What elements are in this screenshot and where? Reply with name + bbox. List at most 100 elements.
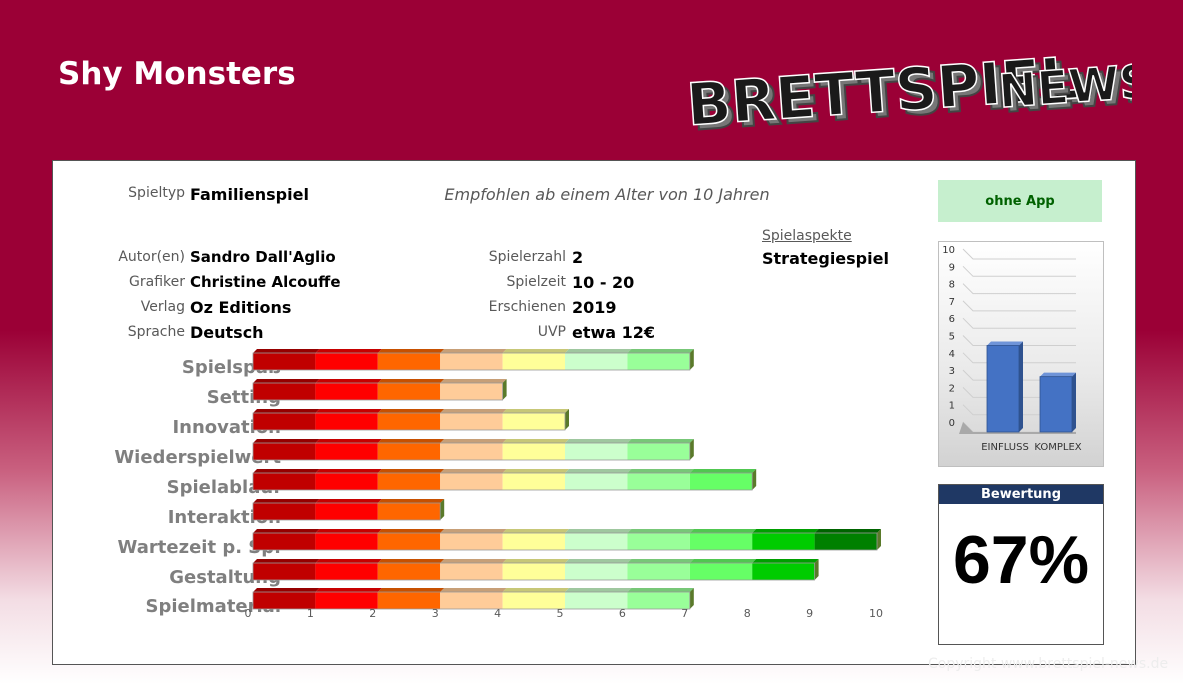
rating-segment <box>253 592 316 609</box>
rating-segment-top <box>814 529 881 533</box>
rating-segment-top <box>502 469 569 473</box>
spielerzahl-label: Spielerzahl <box>488 249 566 265</box>
sprache-value: Deutsch <box>190 323 264 342</box>
spielzeit-value: 10 - 20 <box>572 273 635 292</box>
autor-label: Autor(en) <box>118 249 185 265</box>
rating-segment <box>377 503 441 520</box>
rating-label-wiederspielwert: Wiederspielwert <box>114 447 281 468</box>
rating-segment <box>253 443 316 460</box>
rating-segment <box>253 383 316 400</box>
rating-tick-label: 10 <box>869 607 883 620</box>
rating-segment-top <box>440 439 507 443</box>
mini-gridline <box>962 352 1076 364</box>
rating-segment-top <box>377 559 445 563</box>
logo-word-news: NEWS <box>997 54 1132 119</box>
rating-bar-end <box>502 379 507 400</box>
rating-segment <box>253 533 316 550</box>
rating-segment-top <box>627 529 694 533</box>
mini-tick-label: 1 <box>949 401 955 412</box>
rating-segment-top <box>565 439 632 443</box>
mini-tick-label: 5 <box>949 332 955 343</box>
rating-label-spielmaterial: Spielmaterial <box>145 596 281 617</box>
rating-segment-top <box>440 409 507 413</box>
rating-tick-label: 3 <box>432 607 439 620</box>
rating-bar-outline <box>252 562 815 581</box>
rating-segment-top <box>377 349 445 353</box>
rating-segment <box>315 353 378 370</box>
rating-bar-4 <box>252 439 694 461</box>
rating-segment <box>565 592 628 609</box>
rating-segment-top <box>440 588 507 592</box>
rating-segment <box>502 533 565 550</box>
rating-segment-top <box>502 529 569 533</box>
verlag-value: Oz Editions <box>190 298 292 317</box>
rating-segment-top <box>253 349 320 353</box>
erschienen-label: Erschienen <box>488 299 566 315</box>
rating-segment-top <box>377 439 445 443</box>
rating-segment-top <box>315 469 382 473</box>
spieltyp-value: Familienspiel <box>190 185 309 204</box>
rating-segment <box>440 563 503 580</box>
rating-tick-label: 2 <box>369 607 376 620</box>
rating-segment <box>440 383 503 400</box>
rating-segment-top <box>377 588 445 592</box>
score-box: Bewertung 67% <box>938 484 1104 645</box>
rating-segment-top <box>627 349 694 353</box>
rating-segment <box>627 592 690 609</box>
mini-tick-label: 2 <box>949 383 955 394</box>
rating-bar-end <box>877 529 881 550</box>
mini-category-label: KOMPLEX <box>1034 442 1081 453</box>
spielerzahl-value: 2 <box>572 248 584 267</box>
rating-segment-top <box>315 588 382 592</box>
rating-segment <box>502 443 565 460</box>
rating-tick-label: 5 <box>557 607 564 620</box>
rating-bar-end <box>689 349 694 370</box>
mini-tick-label: 6 <box>949 314 955 325</box>
rating-segment-top <box>253 469 320 473</box>
rating-bar-end <box>752 469 757 490</box>
rating-segment <box>315 592 378 609</box>
rating-segment-top <box>377 529 445 533</box>
rating-segment <box>377 473 441 490</box>
rating-segment-top <box>253 529 320 533</box>
rating-bar-end <box>565 409 569 430</box>
erschienen-value: 2019 <box>572 298 617 317</box>
grafiker-label: Grafiker <box>129 274 185 290</box>
rating-segment <box>565 563 628 580</box>
sprache-label: Sprache <box>127 324 185 340</box>
rating-segment-top <box>315 559 382 563</box>
rating-segment-top <box>440 379 507 383</box>
score-value: 67% <box>952 522 1090 598</box>
review-panel: Spieltyp Familienspiel Empfohlen ab eine… <box>52 160 1136 665</box>
rating-segment-top <box>253 409 320 413</box>
rating-bar-outline <box>252 352 691 371</box>
uvp-value: etwa 12€ <box>572 323 656 342</box>
rating-segment-top <box>627 559 694 563</box>
rating-segment <box>627 353 690 370</box>
rating-segment-top <box>689 529 757 533</box>
mini-tick-label: 10 <box>942 245 955 256</box>
rating-label-spielablauf: Spielablauf <box>166 477 281 498</box>
rating-segment <box>565 533 628 550</box>
rating-segment <box>253 563 316 580</box>
mini-tick-label: 8 <box>949 280 955 291</box>
rating-bar-6 <box>252 499 445 521</box>
rating-segment <box>377 443 441 460</box>
mini-bar-top <box>1040 372 1076 377</box>
rating-segment <box>502 413 565 430</box>
age-recommendation: Empfohlen ab einem Alter von 10 Jahren <box>444 185 770 204</box>
rating-tick-label: 4 <box>494 607 501 620</box>
rating-segment <box>502 473 565 490</box>
rating-segment-top <box>377 379 445 383</box>
mini-gridline <box>962 283 1076 295</box>
rating-segment-top <box>253 379 320 383</box>
rating-segment <box>253 353 316 370</box>
rating-bar-9 <box>252 588 694 610</box>
rating-bar-outline <box>252 412 566 431</box>
brettspiel-news-logo: BRETTSPIEL BRETTSPIEL NEWS NEWS <box>684 43 1132 140</box>
rating-segment <box>377 383 441 400</box>
rating-segment <box>627 533 690 550</box>
rating-segment <box>565 473 628 490</box>
mini-bar-side <box>1019 341 1023 432</box>
page-title: Shy Monsters <box>58 56 296 92</box>
